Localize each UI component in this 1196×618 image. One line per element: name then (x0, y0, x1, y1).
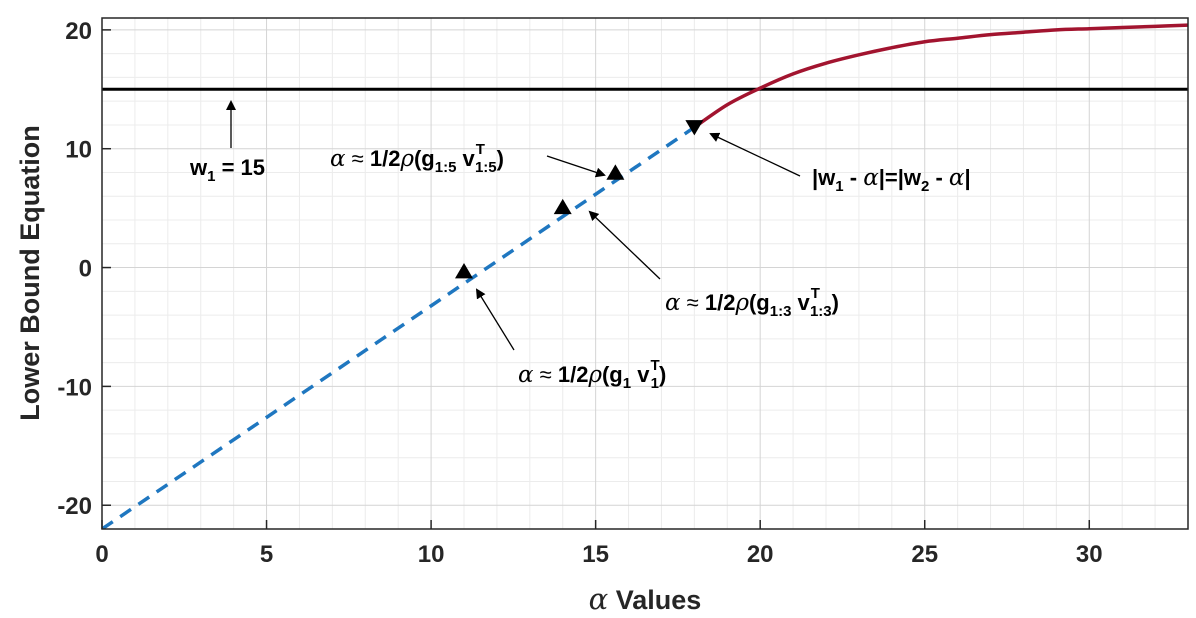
eq-sub2: 2 (921, 178, 929, 195)
x-tick-label: 0 (95, 541, 108, 568)
x-tick-label: 25 (911, 541, 938, 568)
linear-dashed-series (102, 125, 696, 529)
x-axis-title: α Values (589, 582, 702, 616)
y-tick-label: 10 (65, 137, 92, 164)
a15-sup: T (476, 141, 485, 158)
a13-sup: T (811, 285, 820, 302)
a1-sub2: 1 (651, 375, 659, 392)
a15-sub2: 1:5 (475, 159, 497, 176)
a13-annotation-arrow (588, 210, 661, 280)
minor-grid (102, 18, 1189, 530)
a1-annotation-arrow (475, 288, 515, 351)
eq-minus2: - (929, 165, 949, 190)
w1-main: w (189, 155, 208, 180)
a13-sub2: 1:3 (810, 303, 832, 320)
eq-minus1: - (844, 165, 864, 190)
a1-sup: T (650, 357, 659, 374)
a15-sub1: 1:5 (435, 159, 457, 176)
y-axis-title: Lower Bound Equation (15, 125, 45, 420)
a1-approx: ≈ (534, 362, 558, 387)
x-axis-title-symbol: α (589, 582, 609, 616)
a13-sub1: 1:3 (770, 303, 792, 320)
a13-approx: ≈ (681, 290, 705, 315)
a15-rho: ρ (399, 146, 414, 172)
a1-rho: ρ (587, 362, 602, 388)
a1-alpha: α (518, 362, 534, 388)
a13-mid: v (791, 290, 810, 315)
x-tick-label: 30 (1076, 541, 1103, 568)
marker-intersection (685, 120, 704, 136)
eq-sub1: 1 (835, 178, 843, 195)
plot-background (102, 18, 1188, 529)
a15-close: ) (497, 146, 504, 171)
w1-annotation: w1 = 15 (189, 155, 265, 185)
eq-bar2: | (964, 165, 970, 190)
eq-annotation-arrow (709, 132, 801, 177)
x-tick-label: 10 (418, 541, 445, 568)
a13-open: (g (749, 290, 770, 315)
y-tick-label: 0 (79, 256, 92, 283)
a1-close: ) (659, 362, 666, 387)
a1-main: 1/2 (558, 362, 589, 387)
y-tick-label: -20 (57, 493, 92, 520)
y-tick-labels: -20 -10 0 10 20 (57, 18, 92, 520)
a1-annotation: α ≈ 1/2ρ(g1 vT 1) (518, 357, 666, 392)
x-tick-label: 15 (582, 541, 609, 568)
a15-mid: v (456, 146, 475, 171)
tick-marks (101, 29, 1091, 529)
x-tick-labels: 0 5 10 15 20 25 30 (95, 541, 1102, 568)
a13-rho: ρ (734, 290, 749, 316)
a13-annotation: α ≈ 1/2ρ(g1:3 vT 1:3) (665, 285, 839, 320)
a13-close: ) (832, 290, 839, 315)
a13-alpha: α (665, 290, 681, 316)
marker-g1 (455, 263, 473, 279)
a13-main: 1/2 (705, 290, 736, 315)
marker-g15 (606, 164, 625, 180)
y-tick-label: 20 (65, 18, 92, 45)
a1-mid: v (631, 362, 650, 387)
a15-approx: ≈ (346, 146, 370, 171)
y-tick-label: -10 (57, 374, 92, 401)
eq-alpha2: α (949, 165, 965, 191)
a15-main: 1/2 (370, 146, 401, 171)
plot-frame (101, 17, 1189, 530)
x-axis-title-text: Values (608, 585, 701, 615)
eq-annotation: |w1 - α|=|w2 - α| (812, 165, 971, 195)
saturating-curve-series (693, 23, 1188, 129)
marker-g13 (553, 198, 572, 215)
marker-group (455, 120, 704, 279)
w1-sub: 1 (207, 168, 215, 185)
a1-open: (g (602, 362, 623, 387)
eq-mid: |=|w (879, 165, 922, 190)
a15-annotation-arrow (546, 155, 606, 178)
eq-bar1: |w (812, 165, 836, 190)
a15-open: (g (414, 146, 435, 171)
a1-sub1: 1 (623, 375, 631, 392)
eq-alpha1: α (863, 165, 879, 191)
a15-alpha: α (330, 146, 346, 172)
w1-rest: = 15 (215, 155, 265, 180)
a15-annotation: α ≈ 1/2ρ(g1:5 vT 1:5) (330, 141, 504, 176)
x-tick-label: 20 (747, 541, 774, 568)
x-tick-label: 5 (260, 541, 273, 568)
